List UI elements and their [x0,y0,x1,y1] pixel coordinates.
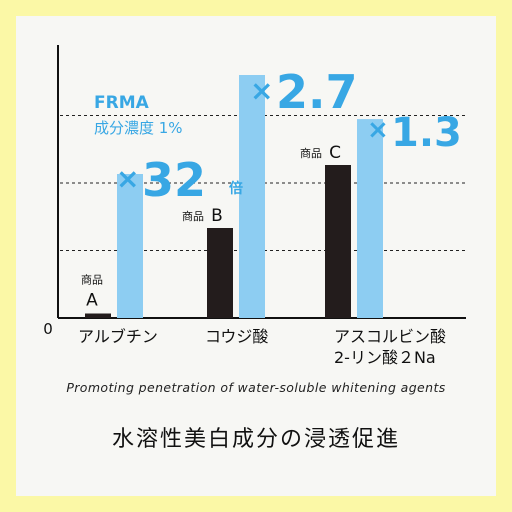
product-label-letter: B [211,206,223,226]
multiplier-value: 2.7 [276,65,358,119]
multiplier-sign: × [116,162,139,195]
product-label-letter: C [329,143,341,163]
frma-label: FRMA [94,93,150,113]
product-label-prefix: 商品 [81,273,103,287]
product-label-letter: A [86,291,98,311]
multiplier-suffix: 倍 [229,180,243,197]
zero-tick-label: 0 [43,320,53,338]
concentration-label: 成分濃度 1% [94,119,183,137]
subtitle-english: Promoting penetration of water-soluble w… [66,380,445,395]
bar-product [325,165,351,318]
multiplier-value: 1.3 [391,110,462,156]
bar-product [207,228,233,318]
bars [85,75,383,318]
bar-product [85,313,111,318]
product-labels: 商品 A 商品 B 商品 C [81,143,341,311]
multiplier-labels: × 32 倍× 2.7× 1.3 [116,65,462,207]
category-label: アルブチン [78,327,158,346]
category-label: 2-リン酸２Na [334,348,436,367]
multiplier-sign: × [367,115,389,145]
category-label: コウジ酸 [205,327,268,346]
multiplier-value: 32 [142,153,206,207]
category-label: アスコルビン酸 [334,327,446,346]
title-japanese: 水溶性美白成分の浸透促進 [112,427,400,452]
multiplier-sign: × [250,74,273,107]
bar-frma [357,119,383,318]
bar-frma [117,174,143,318]
category-labels: アルブチン コウジ酸 アスコルビン酸 2-リン酸２Na [78,327,446,367]
product-label-prefix: 商品 [182,209,204,223]
bar-frma [239,75,265,318]
product-label-prefix: 商品 [300,146,322,160]
